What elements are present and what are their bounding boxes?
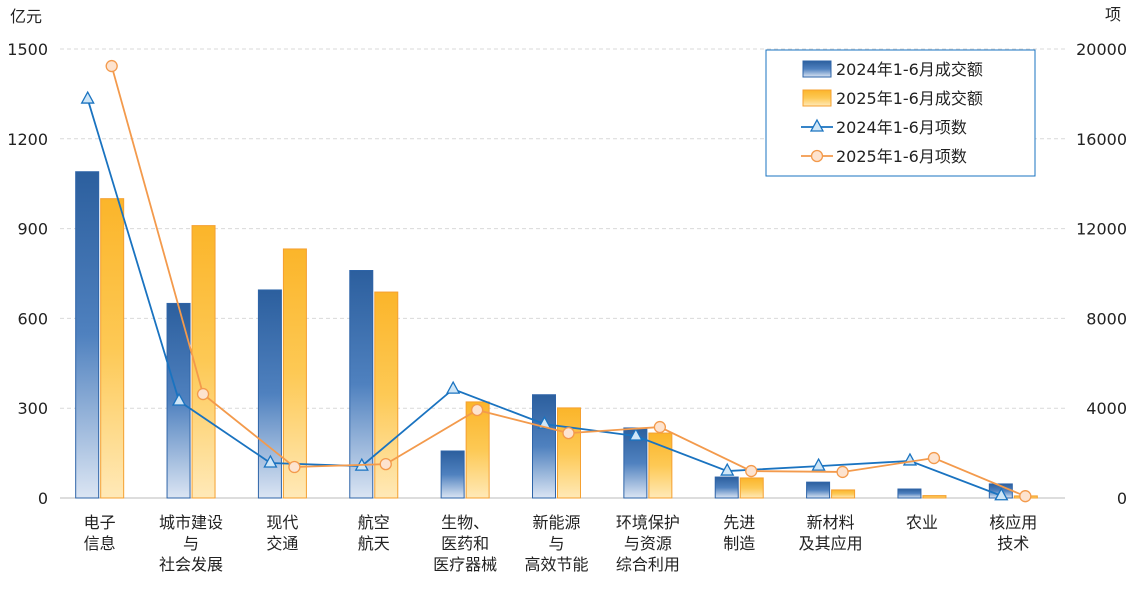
data-point-circle [288,460,301,474]
x-tick-label: 生物、医药和医疗器械 [433,513,497,574]
y2-tick-label: 12000 [1076,220,1127,239]
data-point-circle [196,387,210,401]
data-point-triangle [628,427,643,441]
y2-tick-label: 16000 [1076,130,1127,149]
data-point-triangle [720,462,735,476]
bar-2024 [897,488,922,499]
data-point-circle [470,403,484,417]
data-point-triangle [902,452,918,466]
bar-2025 [282,248,307,499]
data-point-circle [1019,490,1032,503]
x-tick-label: 农业 [906,513,938,532]
legend-label: 2024年1-6月项数 [836,118,967,137]
data-point-circle [927,451,941,465]
data-point-triangle [811,457,826,471]
data-point-circle [105,59,118,73]
y-tick-label: 0 [38,489,48,508]
x-tick-label: 核应用技术 [989,513,1037,553]
y2-axis-label: 项 [1105,5,1121,24]
x-tick-label: 环境保护与资源综合利用 [616,513,680,574]
data-point-circle [562,426,575,440]
data-point-triangle [263,454,278,468]
data-point-circle [653,420,667,434]
bar-2025 [465,401,490,499]
bar-2025 [831,489,856,499]
bar-2024 [257,289,282,499]
bar-2024 [714,476,739,499]
data-point-circle [836,465,849,479]
y-tick-label: 1500 [7,40,48,59]
bar-2024 [440,450,465,499]
x-tick-label: 电子信息 [84,513,116,553]
x-tick-label: 先进制造 [723,513,755,553]
bar-2025 [100,198,125,499]
legend-marker [809,118,825,132]
legend-swatch [802,60,832,78]
data-point-triangle [446,380,461,394]
x-tick-label: 航空航天 [358,513,390,553]
y2-tick-label: 4000 [1086,399,1127,418]
y-tick-label: 900 [17,220,48,239]
y-tick-label: 1200 [7,130,48,149]
data-point-triangle [80,90,95,104]
y-tick-label: 600 [17,309,48,328]
bar-2025 [739,477,764,499]
bar-2025 [191,225,216,499]
legend-label: 2025年1-6月成交额 [836,89,983,108]
bar-2025 [557,407,581,499]
bar-2024 [806,481,831,499]
data-point-circle [379,457,392,471]
bar-2024 [75,171,100,499]
data-point-triangle [171,392,187,406]
legend-label: 2025年1-6月项数 [836,147,967,166]
data-point-triangle [994,487,1009,501]
x-tick-label: 新能源与高效节能 [524,513,588,574]
y2-tick-label: 0 [1117,489,1127,508]
y2-tick-label: 8000 [1086,309,1127,328]
legend-marker [810,149,824,163]
bar-2025 [374,291,399,499]
y-tick-label: 300 [17,399,48,418]
x-tick-label: 现代交通 [266,513,298,553]
data-point-circle [745,464,758,478]
x-tick-label: 新材料及其应用 [799,513,863,553]
legend-swatch [802,89,832,107]
legend-label: 2024年1-6月成交额 [836,60,983,79]
y-axis-label: 亿元 [10,7,42,26]
bar-2024 [532,394,556,499]
y2-tick-label: 20000 [1076,40,1127,59]
bar-2025 [922,495,947,499]
x-tick-label: 城市建设与社会发展 [159,513,223,574]
bar-2024 [349,270,374,499]
